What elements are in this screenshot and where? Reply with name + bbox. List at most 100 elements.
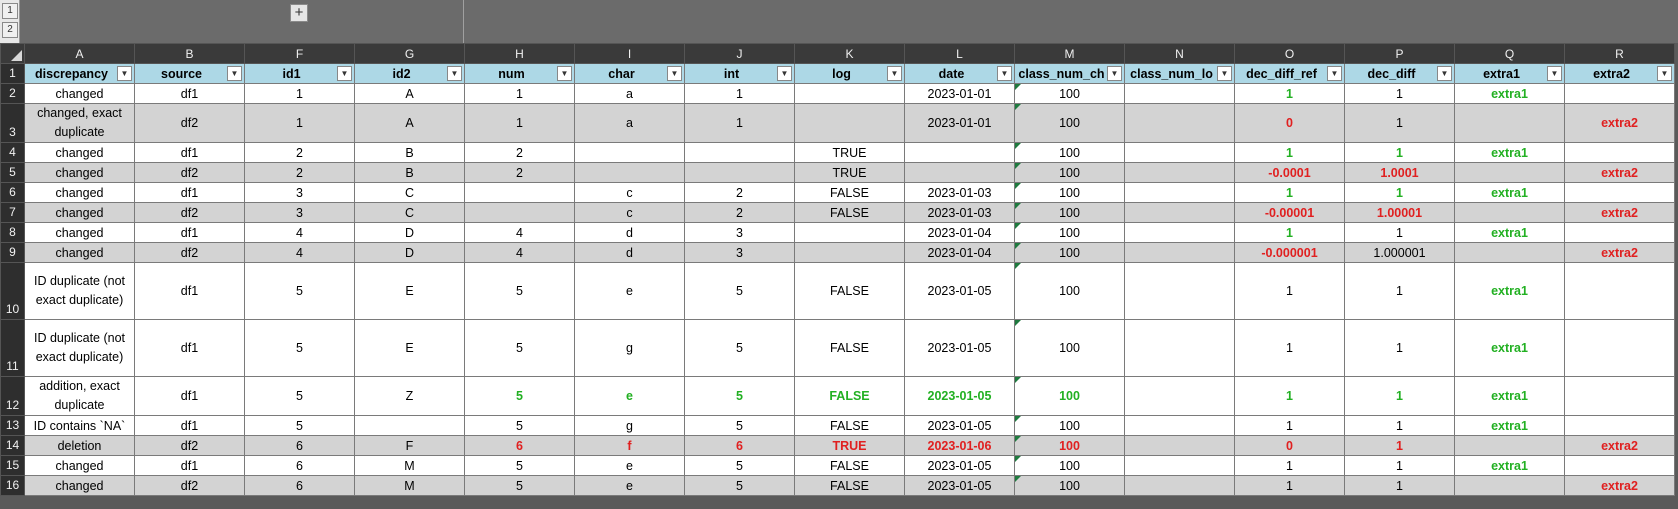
cell-q-6[interactable]: extra1 xyxy=(1454,182,1565,203)
filter-dropdown-icon[interactable]: ▼ xyxy=(1437,66,1452,81)
expand-group-icon[interactable]: + xyxy=(290,4,308,22)
cell-a-10[interactable]: ID duplicate (not exact duplicate) xyxy=(24,262,135,320)
cell-k-11[interactable]: FALSE xyxy=(794,319,905,377)
cell-k-7[interactable]: FALSE xyxy=(794,202,905,223)
cell-p-2[interactable]: 1 xyxy=(1344,83,1455,104)
cell-k-13[interactable]: FALSE xyxy=(794,415,905,436)
cell-h-16[interactable]: 5 xyxy=(464,475,575,496)
row-number[interactable]: 7 xyxy=(0,202,25,223)
column-header-a[interactable]: A xyxy=(24,43,135,64)
row-number[interactable]: 11 xyxy=(0,319,25,377)
cell-f-12[interactable]: 5 xyxy=(244,376,355,416)
filter-dropdown-icon[interactable]: ▼ xyxy=(557,66,572,81)
cell-k-9[interactable] xyxy=(794,242,905,263)
cell-n-3[interactable] xyxy=(1124,103,1235,143)
cell-i-6[interactable]: c xyxy=(574,182,685,203)
row-number[interactable]: 3 xyxy=(0,103,25,143)
row-number[interactable]: 12 xyxy=(0,376,25,416)
cell-h-14[interactable]: 6 xyxy=(464,435,575,456)
header-cell-date[interactable]: date ▼ xyxy=(904,63,1015,84)
cell-h-13[interactable]: 5 xyxy=(464,415,575,436)
cell-j-5[interactable] xyxy=(684,162,795,183)
cell-n-5[interactable] xyxy=(1124,162,1235,183)
cell-j-8[interactable]: 3 xyxy=(684,222,795,243)
header-cell-int[interactable]: int ▼ xyxy=(684,63,795,84)
cell-m-12[interactable]: 100 xyxy=(1014,376,1125,416)
cell-l-2[interactable]: 2023-01-01 xyxy=(904,83,1015,104)
cell-g-4[interactable]: B xyxy=(354,142,465,163)
cell-i-12[interactable]: e xyxy=(574,376,685,416)
cell-b-9[interactable]: df2 xyxy=(134,242,245,263)
cell-r-7[interactable]: extra2 xyxy=(1564,202,1675,223)
cell-k-4[interactable]: TRUE xyxy=(794,142,905,163)
cell-m-4[interactable]: 100 xyxy=(1014,142,1125,163)
cell-b-12[interactable]: df1 xyxy=(134,376,245,416)
cell-r-2[interactable] xyxy=(1564,83,1675,104)
cell-j-2[interactable]: 1 xyxy=(684,83,795,104)
cell-a-3[interactable]: changed, exact duplicate xyxy=(24,103,135,143)
cell-r-4[interactable] xyxy=(1564,142,1675,163)
row-number[interactable]: 13 xyxy=(0,415,25,436)
cell-r-5[interactable]: extra2 xyxy=(1564,162,1675,183)
cell-k-8[interactable] xyxy=(794,222,905,243)
filter-dropdown-icon[interactable]: ▼ xyxy=(337,66,352,81)
cell-p-9[interactable]: 1.000001 xyxy=(1344,242,1455,263)
cell-m-14[interactable]: 100 xyxy=(1014,435,1125,456)
cell-r-15[interactable] xyxy=(1564,455,1675,476)
cell-p-11[interactable]: 1 xyxy=(1344,319,1455,377)
cell-r-11[interactable] xyxy=(1564,319,1675,377)
cell-k-5[interactable]: TRUE xyxy=(794,162,905,183)
cell-o-11[interactable]: 1 xyxy=(1234,319,1345,377)
header-cell-num[interactable]: num ▼ xyxy=(464,63,575,84)
cell-j-6[interactable]: 2 xyxy=(684,182,795,203)
cell-b-2[interactable]: df1 xyxy=(134,83,245,104)
header-cell-dec-diff-ref[interactable]: dec_diff_ref ▼ xyxy=(1234,63,1345,84)
cell-m-10[interactable]: 100 xyxy=(1014,262,1125,320)
cell-g-16[interactable]: M xyxy=(354,475,465,496)
header-cell-discrepancy[interactable]: discrepancy ▼ xyxy=(24,63,135,84)
cell-m-9[interactable]: 100 xyxy=(1014,242,1125,263)
cell-q-2[interactable]: extra1 xyxy=(1454,83,1565,104)
cell-o-12[interactable]: 1 xyxy=(1234,376,1345,416)
cell-r-3[interactable]: extra2 xyxy=(1564,103,1675,143)
cell-m-15[interactable]: 100 xyxy=(1014,455,1125,476)
row-number[interactable]: 14 xyxy=(0,435,25,456)
cell-j-7[interactable]: 2 xyxy=(684,202,795,223)
cell-m-13[interactable]: 100 xyxy=(1014,415,1125,436)
cell-m-7[interactable]: 100 xyxy=(1014,202,1125,223)
cell-l-6[interactable]: 2023-01-03 xyxy=(904,182,1015,203)
cell-q-9[interactable] xyxy=(1454,242,1565,263)
filter-dropdown-icon[interactable]: ▼ xyxy=(997,66,1012,81)
cell-g-15[interactable]: M xyxy=(354,455,465,476)
cell-f-7[interactable]: 3 xyxy=(244,202,355,223)
filter-dropdown-icon[interactable]: ▼ xyxy=(117,66,132,81)
cell-l-3[interactable]: 2023-01-01 xyxy=(904,103,1015,143)
cell-r-6[interactable] xyxy=(1564,182,1675,203)
filter-dropdown-icon[interactable]: ▼ xyxy=(1327,66,1342,81)
cell-a-12[interactable]: addition, exact duplicate xyxy=(24,376,135,416)
cell-g-14[interactable]: F xyxy=(354,435,465,456)
cell-i-9[interactable]: d xyxy=(574,242,685,263)
cell-j-3[interactable]: 1 xyxy=(684,103,795,143)
cell-h-15[interactable]: 5 xyxy=(464,455,575,476)
column-header-h[interactable]: H xyxy=(464,43,575,64)
row-number[interactable]: 2 xyxy=(0,83,25,104)
cell-k-6[interactable]: FALSE xyxy=(794,182,905,203)
cell-g-2[interactable]: A xyxy=(354,83,465,104)
cell-h-5[interactable]: 2 xyxy=(464,162,575,183)
cell-g-8[interactable]: D xyxy=(354,222,465,243)
cell-q-16[interactable] xyxy=(1454,475,1565,496)
cell-n-12[interactable] xyxy=(1124,376,1235,416)
cell-b-15[interactable]: df1 xyxy=(134,455,245,476)
cell-o-6[interactable]: 1 xyxy=(1234,182,1345,203)
cell-g-6[interactable]: C xyxy=(354,182,465,203)
row-number[interactable]: 15 xyxy=(0,455,25,476)
column-header-b[interactable]: B xyxy=(134,43,245,64)
column-header-i[interactable]: I xyxy=(574,43,685,64)
cell-h-2[interactable]: 1 xyxy=(464,83,575,104)
cell-i-10[interactable]: e xyxy=(574,262,685,320)
cell-r-9[interactable]: extra2 xyxy=(1564,242,1675,263)
cell-l-9[interactable]: 2023-01-04 xyxy=(904,242,1015,263)
cell-a-13[interactable]: ID contains `NA` xyxy=(24,415,135,436)
cell-r-14[interactable]: extra2 xyxy=(1564,435,1675,456)
